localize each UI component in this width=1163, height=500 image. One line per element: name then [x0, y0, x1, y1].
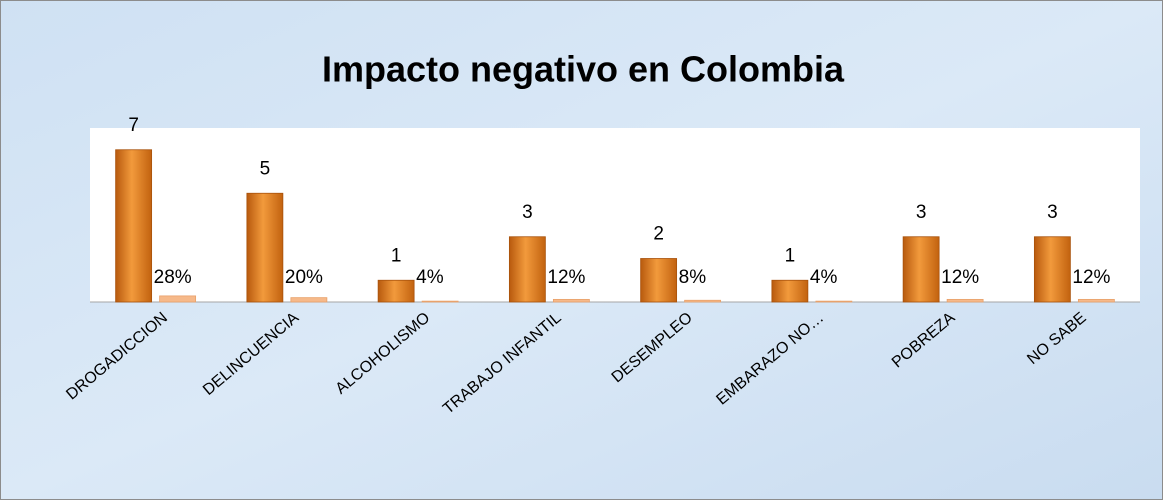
bar — [815, 300, 853, 303]
data-label: 3 — [916, 202, 927, 223]
bar — [902, 236, 940, 303]
bar — [159, 295, 197, 303]
data-label: 1 — [391, 245, 402, 266]
data-label: 3 — [1047, 202, 1058, 223]
chart-title: Impacto negativo en Colombia — [322, 49, 845, 90]
bar — [377, 279, 415, 303]
data-label: 12% — [547, 267, 585, 288]
bar — [946, 298, 984, 303]
bar — [246, 192, 284, 303]
bar — [508, 236, 546, 303]
bar — [115, 149, 153, 303]
data-label: 28% — [154, 267, 192, 288]
data-label: 3 — [522, 202, 533, 223]
data-label: 7 — [128, 115, 139, 136]
data-label: 8% — [679, 267, 707, 288]
bar — [684, 299, 722, 303]
data-label: 1 — [785, 245, 796, 266]
data-label: 5 — [260, 158, 271, 179]
bar — [1077, 298, 1115, 303]
data-label: 12% — [1072, 267, 1110, 288]
bar — [552, 298, 590, 303]
data-label: 4% — [810, 267, 838, 288]
data-label: 12% — [941, 267, 979, 288]
bar — [1033, 236, 1071, 303]
data-label: 20% — [285, 267, 323, 288]
bar — [290, 297, 328, 303]
bar — [640, 258, 678, 303]
bar — [771, 279, 809, 303]
data-label: 2 — [653, 224, 664, 245]
bar — [421, 300, 459, 303]
data-label: 4% — [416, 267, 444, 288]
